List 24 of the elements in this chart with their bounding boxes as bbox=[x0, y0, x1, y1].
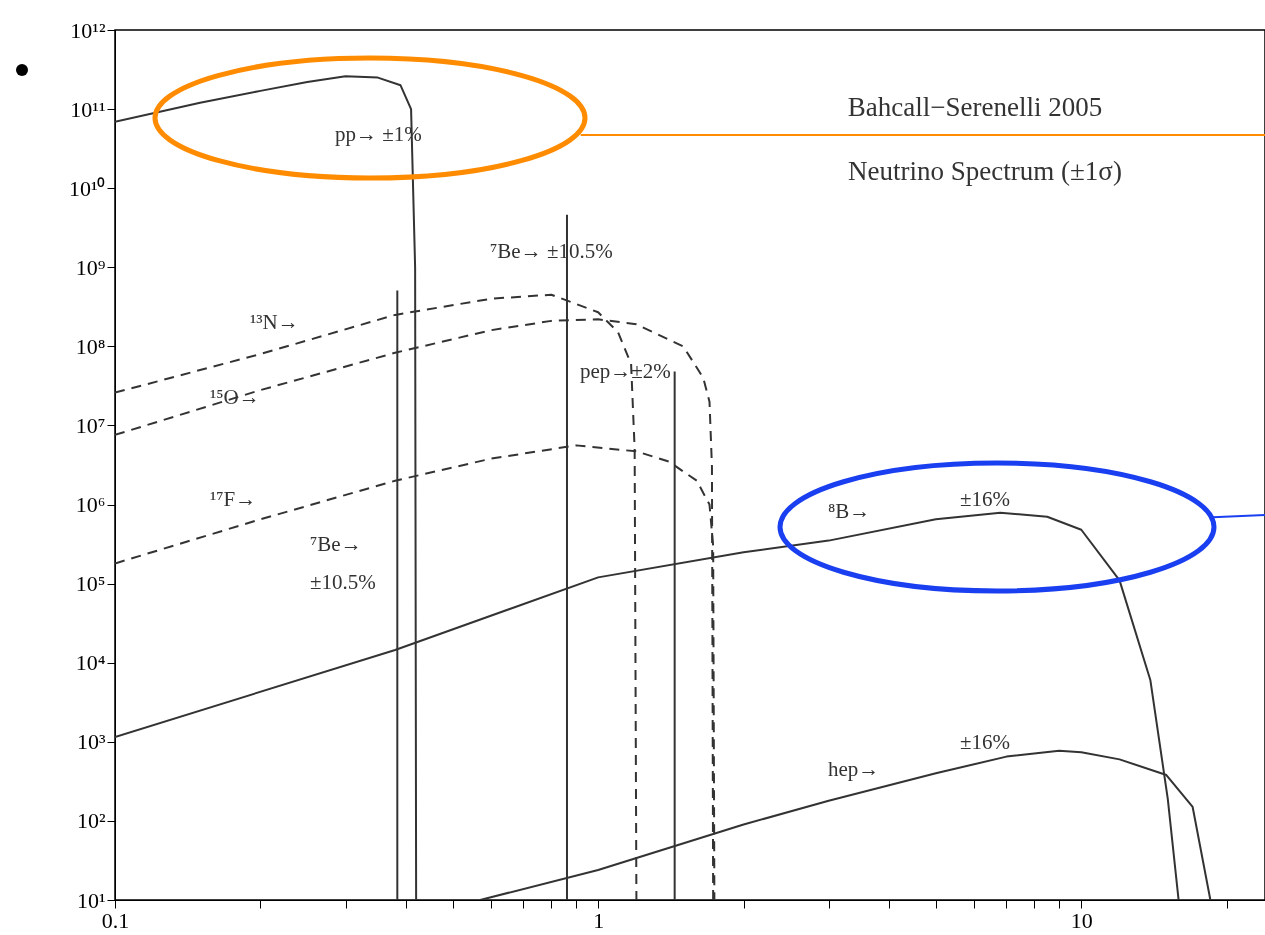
annotation: Neutrino Spectrum (±1σ) bbox=[848, 156, 1122, 186]
y-tick-label: 10⁵ bbox=[75, 571, 106, 597]
annotation: ¹³N→ bbox=[250, 310, 299, 334]
y-tick-label: 10⁷ bbox=[75, 412, 106, 438]
annotation: ±16% bbox=[960, 730, 1011, 754]
y-tick-label: 10¹¹ bbox=[70, 96, 106, 122]
annotation: hep→ bbox=[828, 757, 880, 781]
y-tick-label: 10² bbox=[76, 808, 106, 834]
annotation: ±16% bbox=[960, 487, 1011, 511]
x-tick-label: 1 bbox=[593, 907, 605, 933]
y-tick-label: 10³ bbox=[76, 729, 106, 755]
y-tick-label: 10¹⁰ bbox=[68, 175, 106, 201]
annotation: ⁸B→ bbox=[828, 499, 871, 523]
y-tick-label: 10⁶ bbox=[75, 492, 106, 518]
annotation: pep→±2% bbox=[580, 359, 671, 383]
annotation: ±10.5% bbox=[310, 570, 376, 594]
annotation: ¹⁷F→ bbox=[210, 487, 257, 511]
annotation: ⁷Be→ bbox=[310, 532, 362, 556]
annotation: Bahcall−Serenelli 2005 bbox=[847, 92, 1103, 122]
y-tick-label: 10¹² bbox=[70, 17, 106, 43]
y-tick-label: 10⁸ bbox=[75, 333, 106, 359]
y-tick-label: 10⁹ bbox=[75, 254, 106, 280]
y-tick-label: 10⁴ bbox=[75, 650, 106, 676]
x-tick-label: 10 bbox=[1070, 907, 1093, 933]
